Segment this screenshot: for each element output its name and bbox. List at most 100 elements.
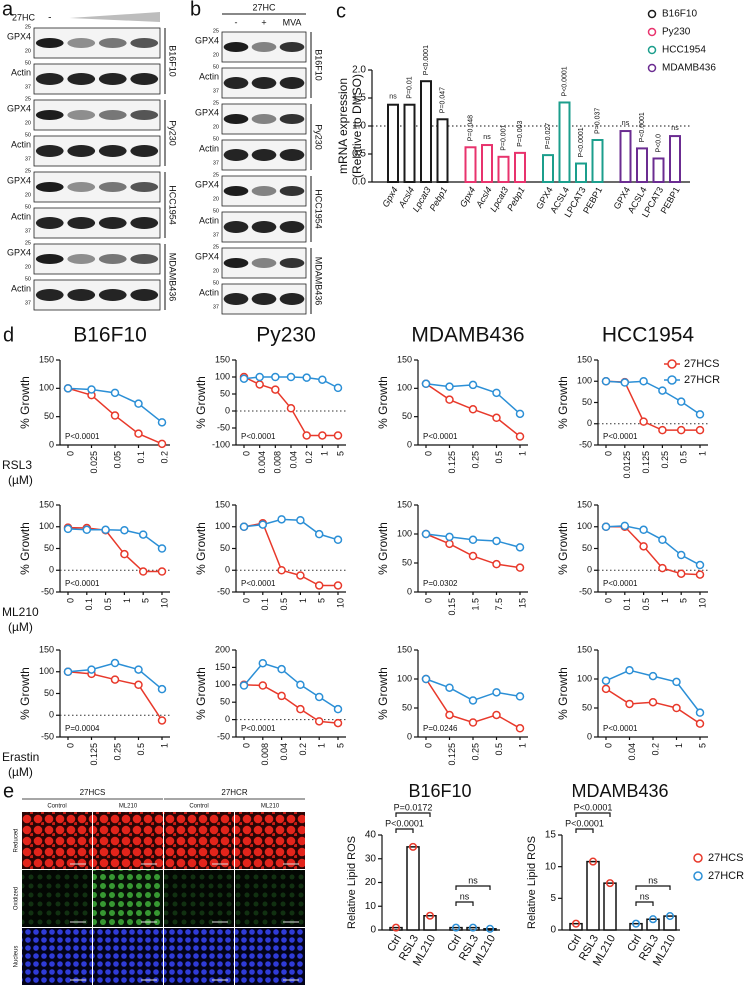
- data-point: [639, 525, 648, 535]
- significance-label: ns: [468, 875, 478, 885]
- y-tick-label: 50: [44, 688, 54, 698]
- micrograph: [235, 928, 305, 985]
- y-axis-label: % Growth: [194, 376, 208, 429]
- data-point: [468, 923, 478, 932]
- x-tick-label: 0.1: [84, 598, 94, 611]
- x-tick-label: 0.2: [159, 451, 169, 464]
- data-point: [492, 559, 501, 569]
- bar: [436, 118, 449, 183]
- blot-band: [223, 77, 249, 89]
- cell-label: HCC1954: [168, 185, 178, 225]
- protein-label: GPX4: [7, 175, 31, 185]
- y-tick-label: 50: [220, 697, 230, 707]
- data-point: [515, 432, 525, 441]
- cell-label: MDAMB436: [314, 257, 324, 306]
- y-tick-label: 100: [39, 383, 54, 393]
- bar: [591, 139, 604, 183]
- blot-band: [279, 258, 305, 268]
- data-point: [258, 520, 268, 529]
- y-tick-label: 150: [215, 354, 230, 364]
- y-tick-label: 0: [587, 418, 592, 428]
- data-point: [333, 581, 343, 590]
- data-point: [665, 912, 675, 921]
- micrograph: [22, 812, 92, 869]
- y-tick-label: 150: [215, 499, 230, 509]
- data-point: [239, 681, 249, 690]
- protein-label: Actin: [199, 287, 219, 297]
- significance-bracket: [635, 901, 654, 906]
- x-tick-label: 5: [141, 598, 151, 603]
- condition-label: Control: [189, 804, 208, 810]
- protein-label: GPX4: [195, 179, 219, 189]
- x-tick-label: 0.1: [260, 598, 270, 611]
- protein-label: GPX4: [7, 247, 31, 257]
- series-line: [243, 684, 339, 724]
- y-tick-label: 0: [225, 565, 230, 575]
- x-tick-label: 0.25: [470, 451, 480, 469]
- y-tick-label: 100: [397, 383, 412, 393]
- marker-label: 25: [213, 172, 219, 178]
- data-point: [515, 543, 525, 552]
- data-point: [672, 703, 681, 713]
- blot-band: [67, 289, 96, 301]
- y-tick-label: 150: [577, 644, 592, 654]
- group-label: 27HCR: [221, 788, 247, 797]
- bar: [652, 157, 665, 183]
- protein-label: GPX4: [7, 31, 31, 41]
- y-tick-label: 0: [49, 710, 54, 720]
- bar: [483, 928, 497, 931]
- marker-label: 20: [213, 124, 219, 130]
- blot-band: [130, 38, 159, 48]
- micrograph: [164, 928, 234, 985]
- data-point: [258, 658, 268, 668]
- blot-band: [279, 114, 305, 124]
- blot-band: [67, 254, 96, 264]
- y-tick-label: 0: [407, 586, 412, 596]
- y-tick-label: 50: [582, 543, 592, 553]
- significance-label: P<0.0001: [561, 66, 568, 96]
- marker-label: 37: [213, 88, 219, 94]
- data-point: [515, 724, 525, 733]
- x-tick-label: 0: [65, 598, 75, 603]
- x-tick-label: 1: [298, 598, 308, 603]
- data-point: [277, 664, 286, 674]
- blot-band: [223, 114, 249, 124]
- blot-band: [251, 77, 277, 89]
- significance-bracket: [575, 828, 594, 833]
- data-point: [695, 410, 705, 419]
- series-line: [605, 525, 701, 566]
- bar: [669, 135, 681, 183]
- data-point: [314, 529, 324, 539]
- y-axis-label: Relative Lipid ROS: [346, 836, 358, 929]
- marker-label: 25: [25, 240, 31, 246]
- data-point: [271, 385, 280, 394]
- y-tick-label: 10: [545, 861, 557, 872]
- data-point: [468, 551, 478, 561]
- data-point: [648, 671, 658, 681]
- y-axis-label: % Growth: [376, 667, 390, 720]
- blot-band: [251, 114, 277, 124]
- y-tick-label: -50: [41, 731, 54, 741]
- x-tick-label: 1: [697, 451, 707, 456]
- p-value: P=0.0004: [65, 724, 100, 733]
- x-tick-label: 1: [517, 743, 527, 748]
- significance-label: P=0.01: [406, 76, 413, 98]
- row-label-unit: (µM): [8, 765, 33, 779]
- data-point: [296, 571, 305, 580]
- data-point: [286, 372, 296, 382]
- significance-label: P=0.047: [439, 87, 446, 113]
- bar: [497, 155, 510, 184]
- marker-label: 50: [25, 132, 31, 138]
- chart-title: B16F10: [408, 781, 471, 801]
- y-tick-label: 100: [215, 521, 230, 531]
- p-value: P=0.0302: [423, 579, 458, 588]
- series-line: [605, 380, 701, 416]
- marker-label: 37: [25, 228, 31, 234]
- y-tick-label: 0: [407, 731, 412, 741]
- data-point: [110, 388, 120, 398]
- x-tick-label: 7.5: [494, 598, 504, 611]
- y-tick-label: 0.0: [352, 177, 366, 188]
- legend-marker: [693, 853, 703, 863]
- y-tick-label: -50: [217, 731, 230, 741]
